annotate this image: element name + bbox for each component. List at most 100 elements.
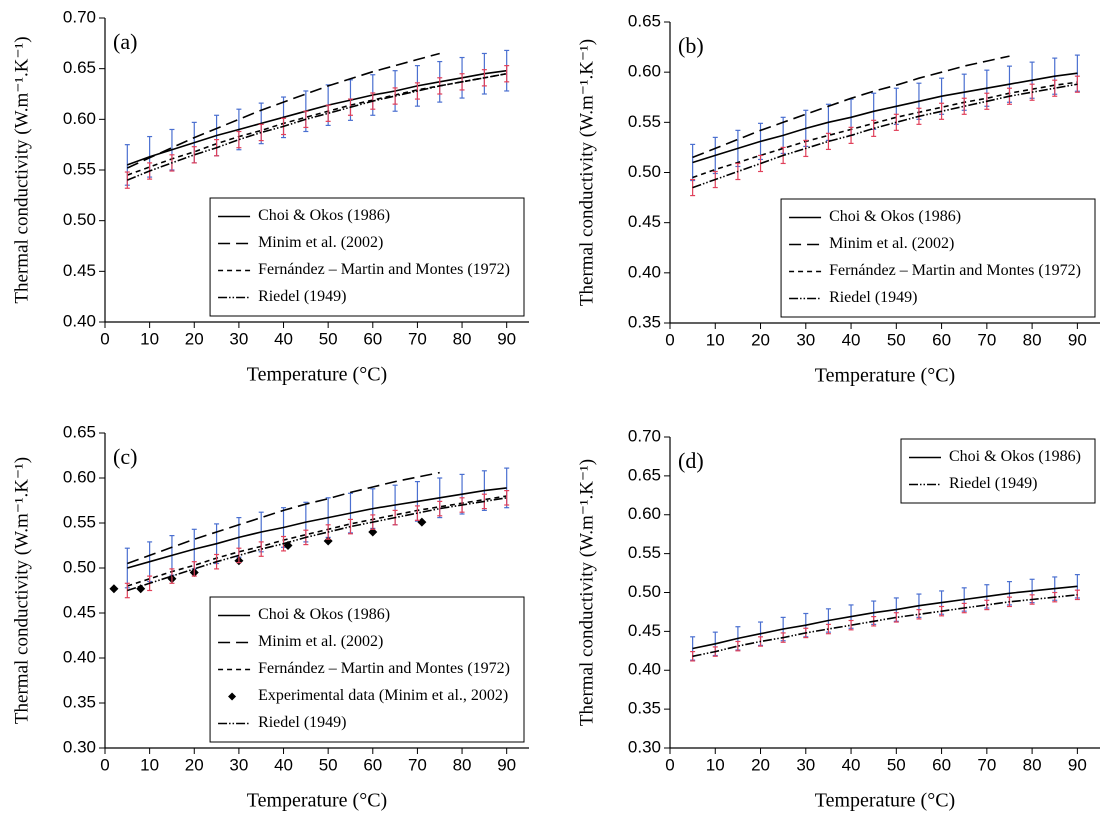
x-tick-label: 80	[1023, 755, 1042, 774]
x-tick-label: 30	[796, 755, 815, 774]
x-tick-label: 0	[665, 330, 674, 349]
y-tick-label: 0.70	[628, 426, 661, 445]
error-bar	[735, 640, 741, 652]
x-tick-label: 10	[706, 330, 725, 349]
x-tick-label: 20	[185, 755, 204, 774]
error-bar	[916, 609, 922, 620]
legend: Choi & Okos (1986) Minim et al. (2002) Fer…	[209, 197, 525, 317]
y-tick-label: 0.55	[63, 512, 96, 531]
x-tick-label: 10	[140, 329, 159, 348]
x-tick-label: 90	[497, 755, 516, 774]
x-tick-label: 90	[1068, 755, 1087, 774]
x-tick-label: 70	[977, 330, 996, 349]
x-tick-label: 30	[796, 330, 815, 349]
x-tick-label: 80	[1023, 330, 1042, 349]
series-line	[127, 497, 507, 592]
data-point	[417, 517, 427, 527]
legend-label: Minim et al. (2002)	[258, 234, 383, 251]
error-bar	[258, 123, 264, 142]
error-bar	[893, 113, 899, 131]
legend-label: Choi & Okos (1986)	[829, 208, 961, 225]
y-tick-label: 0.50	[628, 582, 661, 601]
error-bar	[825, 623, 831, 635]
panel: 0.40 0.45 0.50 0.55 0.60 0.65 0.70 0 10 20 30 40 50 6…	[11, 7, 529, 386]
error-bar	[414, 505, 420, 521]
y-tick-label: 0.60	[63, 109, 96, 128]
y-tick-label: 0.30	[63, 737, 96, 756]
series-line	[127, 471, 440, 565]
y-tick-label: 0.65	[628, 465, 661, 484]
x-axis-title: Temperature (°C)	[815, 365, 955, 387]
x-tick-label: 20	[185, 329, 204, 348]
error-bar	[893, 612, 899, 623]
legend-box	[900, 438, 1096, 504]
y-tick-label: 0.45	[628, 212, 661, 231]
error-bar	[325, 104, 331, 122]
x-tick-label: 0	[100, 755, 109, 774]
legend-label: Choi & Okos (1986)	[258, 606, 390, 623]
x-tick-label: 50	[319, 329, 338, 348]
x-tick-label: 50	[319, 755, 338, 774]
x-tick-label: 80	[453, 755, 472, 774]
error-bar	[236, 130, 242, 149]
legend-label: Riedel (1949)	[829, 289, 917, 306]
y-tick-label: 0.55	[628, 112, 661, 131]
error-bar	[504, 490, 510, 506]
x-tick-label: 60	[932, 330, 951, 349]
y-tick-label: 0.60	[628, 62, 661, 81]
error-bar	[504, 65, 510, 83]
x-tick-label: 10	[706, 755, 725, 774]
x-tick-label: 20	[751, 330, 770, 349]
x-tick-label: 0	[100, 329, 109, 348]
x-tick-label: 50	[887, 755, 906, 774]
series-line	[692, 81, 1078, 179]
y-tick-label: 0.40	[63, 311, 96, 330]
y-tick-label: 0.35	[628, 312, 661, 331]
series-line	[127, 495, 507, 587]
series-line	[126, 72, 507, 181]
y-axis-title: Thermal conductivity (W.m⁻¹.K⁻¹)	[576, 459, 597, 726]
y-axis-title: Thermal conductivity (W.m⁻¹.K⁻¹)	[11, 36, 32, 303]
x-tick-label: 60	[363, 755, 382, 774]
legend-label: Minim et al. (2002)	[258, 633, 383, 650]
legend-marker	[228, 692, 237, 701]
x-tick-label: 40	[274, 329, 293, 348]
x-tick-label: 70	[408, 329, 427, 348]
error-bar	[848, 619, 854, 631]
series-line	[692, 72, 1078, 164]
x-tick-label: 70	[977, 755, 996, 774]
error-bar	[392, 87, 398, 105]
legend-label: Minim et al. (2002)	[829, 235, 954, 252]
legend-box	[209, 596, 525, 743]
y-tick-label: 0.45	[63, 602, 96, 621]
series-line	[127, 72, 507, 176]
y-tick-label: 0.60	[63, 467, 96, 486]
series-line	[127, 487, 507, 569]
y-tick-label: 0.55	[628, 543, 661, 562]
series-line	[126, 52, 440, 169]
x-axis-title: Temperature (°C)	[247, 790, 387, 812]
x-axis-title: Temperature (°C)	[815, 790, 955, 812]
error-bar	[825, 132, 831, 151]
legend-label: Fernández – Martin and Montes (1972)	[829, 262, 1081, 279]
error-bar	[961, 97, 967, 115]
x-tick-label: 40	[274, 755, 293, 774]
y-tick-label: 0.45	[63, 261, 96, 280]
legend-box	[780, 198, 1096, 318]
error-bar	[871, 119, 877, 137]
legend-label: Riedel (1949)	[258, 714, 346, 731]
legend-label: Fernández – Martin and Montes (1972)	[258, 261, 510, 278]
y-tick-label: 0.50	[63, 210, 96, 229]
x-tick-label: 0	[665, 755, 674, 774]
y-tick-label: 0.65	[63, 58, 96, 77]
error-bar	[437, 500, 443, 517]
x-tick-label: 20	[751, 755, 770, 774]
x-tick-label: 30	[229, 755, 248, 774]
series-line	[692, 594, 1078, 658]
x-tick-label: 50	[887, 330, 906, 349]
error-bar	[984, 599, 990, 611]
y-tick-label: 0.30	[628, 737, 661, 756]
error-bar	[347, 518, 353, 535]
